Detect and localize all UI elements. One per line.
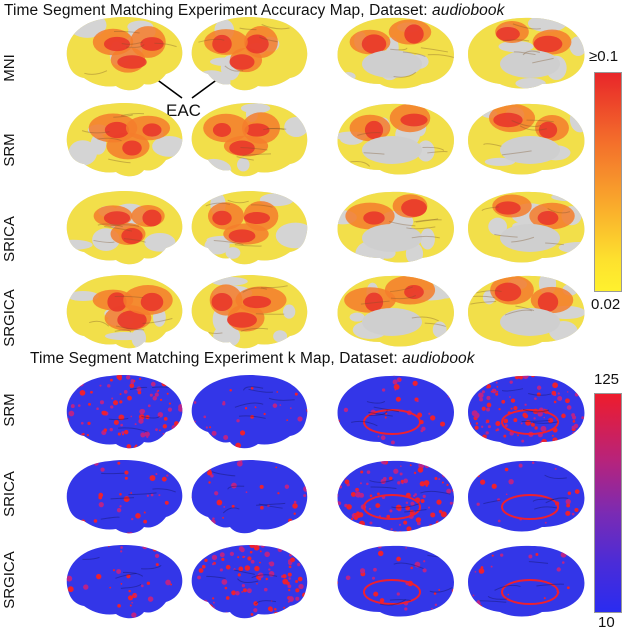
accuracy-colorbar-min-label: 0.02 [591, 296, 621, 313]
accuracy-title-text: Time Segment Matching Experiment Accurac… [4, 2, 433, 19]
k-map-title: Time Segment Matching Experiment k Map, … [30, 350, 475, 368]
k-brain-map-11 [468, 545, 585, 617]
acc-brain-map-9 [191, 191, 308, 265]
k-brain-map-0 [66, 375, 183, 449]
k-colorbar-min-label: 10 [598, 614, 615, 631]
acc-brain-map-7 [468, 103, 585, 175]
k-colorbar [594, 393, 622, 613]
k-brain-map-7 [468, 460, 585, 532]
accuracy-colorbar-max-label: ≥0.1 [589, 48, 619, 65]
k-brain-map-10 [337, 545, 454, 617]
k-brain-map-5 [191, 460, 308, 534]
acc-brain-map-2 [337, 17, 454, 89]
eac-annotation: EAC [166, 101, 201, 120]
k-brain-map-3 [468, 375, 585, 447]
acc-brain-map-3 [468, 17, 585, 89]
k-title-dataset: audiobook [402, 350, 475, 367]
acc-brain-map-11 [468, 191, 585, 263]
k-brain-map-4 [66, 460, 183, 534]
acc-brain-map-0 [66, 17, 183, 91]
accuracy-colorbar [594, 72, 622, 292]
acc-brain-map-10 [337, 191, 454, 263]
k-brain-map-8 [66, 545, 183, 619]
acc-brain-map-1 [191, 17, 308, 91]
acc-brain-map-15 [468, 275, 585, 347]
acc-brain-map-12 [66, 275, 183, 349]
acc-brain-map-14 [337, 275, 454, 347]
acc-brain-map-8 [66, 191, 183, 265]
accuracy-map-title: Time Segment Matching Experiment Accurac… [4, 2, 504, 20]
acc-brain-map-13 [191, 275, 308, 349]
k-brain-map-6 [337, 460, 454, 532]
acc-brain-map-4 [66, 103, 183, 177]
k-brain-map-1 [191, 375, 308, 449]
acc-brain-map-6 [337, 103, 454, 175]
k-colorbar-max-label: 125 [594, 371, 620, 388]
k-brain-map-2 [337, 375, 454, 447]
accuracy-title-dataset: audiobook [432, 2, 505, 19]
k-title-text: Time Segment Matching Experiment k Map, … [30, 350, 403, 367]
k-brain-map-9 [191, 545, 308, 619]
acc-brain-map-5 [191, 103, 308, 177]
